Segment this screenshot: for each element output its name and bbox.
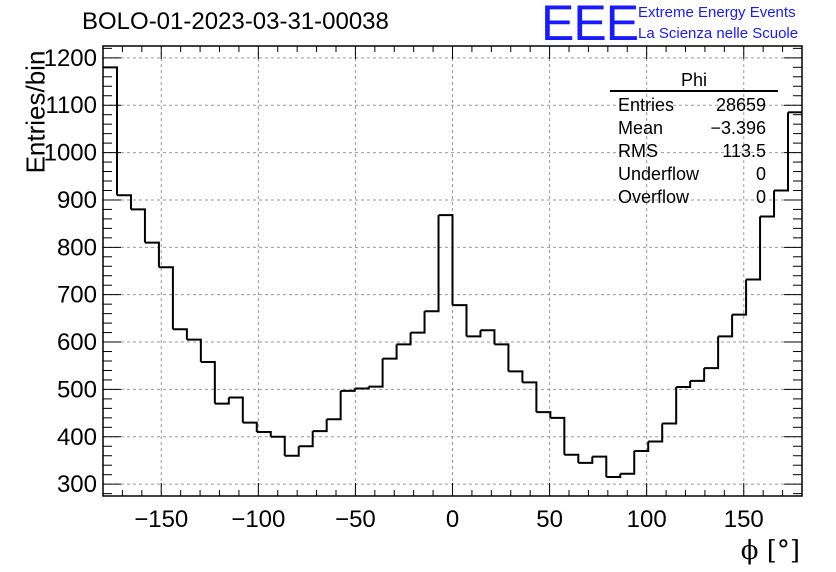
histogram-bin [564, 453, 580, 463]
stats-label: Mean [618, 118, 664, 138]
histogram-bin [620, 451, 636, 475]
histogram-bin [158, 266, 174, 330]
histogram-bin [704, 336, 720, 370]
y-tick-label: 800 [57, 234, 97, 261]
stats-row-mean: Mean −3.396 [610, 117, 778, 140]
histogram-bin [340, 388, 356, 392]
eee-logo: EEE [541, 0, 639, 51]
histogram-bin [606, 473, 622, 479]
y-tick-label: 1200 [44, 45, 97, 72]
histogram-bin [466, 330, 482, 338]
histogram-bin [186, 338, 202, 362]
histogram-bin [256, 431, 272, 437]
stats-row-rms: RMS 113.5 [610, 140, 778, 163]
stats-label: Entries [618, 95, 675, 115]
x-tick-label: −50 [335, 506, 376, 533]
histogram-title: BOLO-01-2023-03-31-00038 [82, 8, 389, 35]
histogram-bin [662, 387, 678, 425]
histogram-bin [592, 455, 608, 478]
histogram-bin [298, 431, 314, 448]
x-tick-label: 50 [536, 506, 563, 533]
stats-label: RMS [618, 141, 658, 161]
histogram-bin [424, 215, 440, 313]
stats-row-overflow: Overflow 0 [610, 186, 778, 209]
histogram-bin [228, 396, 244, 423]
histogram-bin [536, 411, 552, 418]
histogram-bin [480, 329, 496, 345]
axis-ticks [102, 46, 803, 496]
x-tick-label: −150 [134, 506, 188, 533]
histogram-bin [494, 343, 510, 372]
x-tick-label: 0 [446, 506, 459, 533]
y-tick-label: 700 [57, 282, 97, 309]
stats-value: 113.5 [722, 141, 766, 161]
histogram-bin [774, 112, 790, 192]
tick-labels: −150 −100 −50 0 50 100 150 300 400 500 600 700 800 90… [44, 45, 764, 533]
histogram-bin [130, 208, 146, 243]
histogram-bin [676, 380, 692, 389]
histogram-bin [172, 328, 188, 340]
histogram-bin [396, 332, 412, 346]
y-tick-label: 400 [57, 424, 97, 451]
stats-box: Phi Entries 28659 Mean −3.396 RMS 113.5 … [610, 70, 778, 209]
stats-label: Underflow [618, 164, 700, 184]
logo-line-2: La Scienza nelle Scuole [638, 25, 799, 42]
stats-label: Overflow [618, 187, 690, 207]
histogram-bin [284, 446, 300, 457]
histogram-bin [144, 241, 160, 268]
y-axis-label: Entries/bin [20, 50, 51, 174]
stats-value: 28659 [715, 95, 766, 115]
histogram-bin [438, 214, 454, 306]
histogram-bin [214, 397, 230, 405]
histogram-bin [242, 421, 258, 433]
stats-row-entries: Entries 28659 [610, 94, 778, 117]
histogram-bin [116, 194, 132, 210]
histogram-bin [200, 360, 216, 404]
histogram-bin [760, 190, 776, 218]
stats-divider [610, 90, 778, 92]
stats-row-underflow: Underflow 0 [610, 163, 778, 186]
x-axis-label: ϕ [°] [740, 536, 800, 566]
y-tick-label: 600 [57, 329, 97, 356]
histogram-bin [326, 390, 342, 421]
histogram-bin [746, 216, 762, 281]
x-tick-label: 150 [724, 506, 764, 533]
histogram-bin [368, 358, 384, 388]
histogram-bin [718, 314, 734, 338]
logo-line-1: Extreme Energy Events [638, 4, 796, 21]
stats-value: 0 [755, 187, 766, 207]
y-tick-label: 900 [57, 187, 97, 214]
histogram-bin [270, 435, 286, 456]
histogram-bin [550, 416, 566, 455]
histogram-bin [382, 344, 398, 360]
y-tick-label: 300 [57, 471, 97, 498]
histogram-bin [410, 311, 426, 334]
y-tick-label: 1100 [45, 92, 97, 119]
stats-value: −3.396 [710, 118, 766, 138]
stats-title: Phi [680, 70, 707, 90]
histogram-bin [508, 370, 524, 383]
x-tick-label: −100 [231, 506, 285, 533]
y-tick-label: 500 [57, 376, 97, 403]
y-tick-label: 1000 [44, 140, 97, 167]
x-tick-label: 100 [627, 506, 667, 533]
histogram-bin [312, 419, 328, 433]
histogram-bin [732, 279, 748, 316]
histogram-bin [354, 386, 370, 390]
histogram-bin [578, 456, 594, 464]
histogram-bin [522, 381, 538, 413]
histogram-bars [103, 66, 802, 479]
histogram-bin [452, 304, 468, 337]
histogram-bin [648, 423, 664, 443]
stats-value: 0 [755, 164, 766, 184]
histogram-bin [690, 368, 706, 382]
histogram-bin [634, 441, 650, 452]
